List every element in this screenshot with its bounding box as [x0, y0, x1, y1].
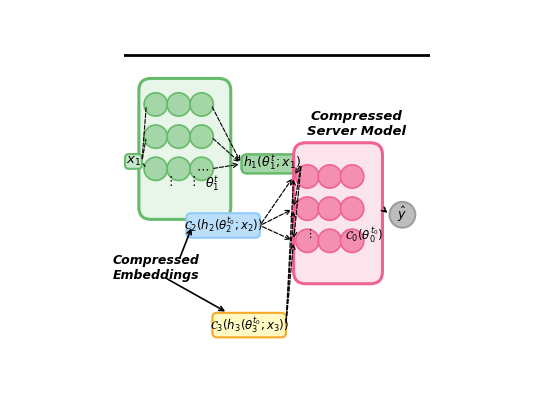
Circle shape [167, 125, 190, 148]
Text: $\mathcal{C}_3(h_3(\theta_3^{t_0}; x_3))$: $\mathcal{C}_3(h_3(\theta_3^{t_0}; x_3))… [210, 315, 289, 335]
FancyBboxPatch shape [294, 143, 382, 284]
Circle shape [389, 202, 415, 228]
Circle shape [296, 197, 319, 220]
Circle shape [144, 125, 167, 148]
Circle shape [341, 165, 364, 188]
Text: $\vdots$: $\vdots$ [164, 174, 173, 188]
Circle shape [190, 125, 213, 148]
Circle shape [144, 157, 167, 180]
Circle shape [167, 157, 190, 180]
FancyBboxPatch shape [212, 313, 286, 338]
Text: $\vdots$: $\vdots$ [187, 174, 196, 188]
Text: $\mathcal{C}_2(h_2(\theta_2^{t_0}; x_2))$: $\mathcal{C}_2(h_2(\theta_2^{t_0}; x_2))… [184, 216, 262, 236]
Text: $x_1$: $x_1$ [126, 155, 141, 168]
Circle shape [190, 157, 213, 180]
Circle shape [318, 197, 341, 220]
Text: $\theta_1^t$: $\theta_1^t$ [205, 175, 220, 194]
Circle shape [167, 93, 190, 116]
Text: $\mathcal{C}_0(\theta_0^{t_0})$: $\mathcal{C}_0(\theta_0^{t_0})$ [345, 225, 383, 245]
Circle shape [318, 229, 341, 252]
Text: $\hat{y}$: $\hat{y}$ [397, 205, 407, 224]
FancyBboxPatch shape [241, 154, 301, 174]
Text: $\cdots$: $\cdots$ [196, 162, 209, 175]
FancyBboxPatch shape [186, 213, 260, 238]
Text: Compressed
Embeddings: Compressed Embeddings [112, 254, 199, 283]
Text: Compressed
Server Model: Compressed Server Model [307, 110, 406, 139]
FancyBboxPatch shape [125, 154, 142, 169]
Text: $\vdots$: $\vdots$ [304, 227, 312, 240]
Circle shape [341, 229, 364, 252]
Circle shape [144, 93, 167, 116]
Circle shape [190, 93, 213, 116]
Text: $h_1(\theta_1^t; x_1)$: $h_1(\theta_1^t; x_1)$ [242, 154, 301, 174]
Circle shape [341, 197, 364, 220]
Circle shape [296, 165, 319, 188]
Circle shape [296, 229, 319, 252]
FancyBboxPatch shape [139, 78, 231, 219]
Circle shape [318, 165, 341, 188]
